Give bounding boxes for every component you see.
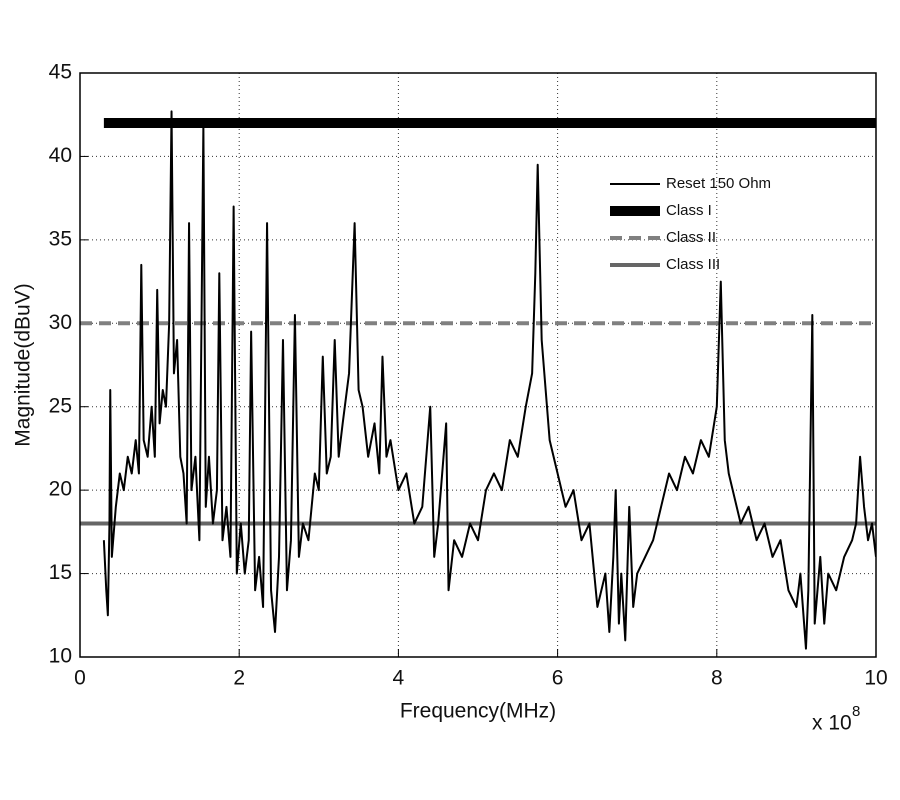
y-axis-label: Magnitude(dBuV) bbox=[12, 283, 35, 446]
x-tick-label: 8 bbox=[711, 667, 723, 690]
x-tick-label: 2 bbox=[233, 667, 245, 690]
legend-label: Class I bbox=[666, 202, 712, 219]
y-tick-label: 25 bbox=[49, 394, 72, 417]
x-tick-label: 10 bbox=[864, 667, 887, 690]
x-tick-label: 6 bbox=[552, 667, 564, 690]
y-tick-label: 45 bbox=[49, 61, 72, 84]
y-tick-label: 20 bbox=[49, 478, 72, 501]
x-multiplier: x 10 bbox=[812, 712, 852, 735]
y-tick-label: 35 bbox=[49, 227, 72, 250]
y-tick-label: 15 bbox=[49, 561, 72, 584]
legend-label: Class III bbox=[666, 256, 720, 273]
y-tick-label: 30 bbox=[49, 311, 72, 334]
legend-label: Class II bbox=[666, 229, 716, 246]
y-tick-label: 10 bbox=[49, 645, 72, 668]
x-multiplier-exponent: 8 bbox=[852, 703, 860, 720]
x-tick-label: 0 bbox=[74, 667, 86, 690]
plot-frame bbox=[79, 72, 877, 658]
y-tick-label: 40 bbox=[49, 144, 72, 167]
legend-label: Reset 150 Ohm bbox=[666, 175, 771, 192]
series-line bbox=[102, 110, 876, 650]
x-axis-label: Frequency(MHz) bbox=[400, 700, 556, 723]
x-tick-label: 4 bbox=[393, 667, 405, 690]
plot-area bbox=[80, 73, 876, 657]
